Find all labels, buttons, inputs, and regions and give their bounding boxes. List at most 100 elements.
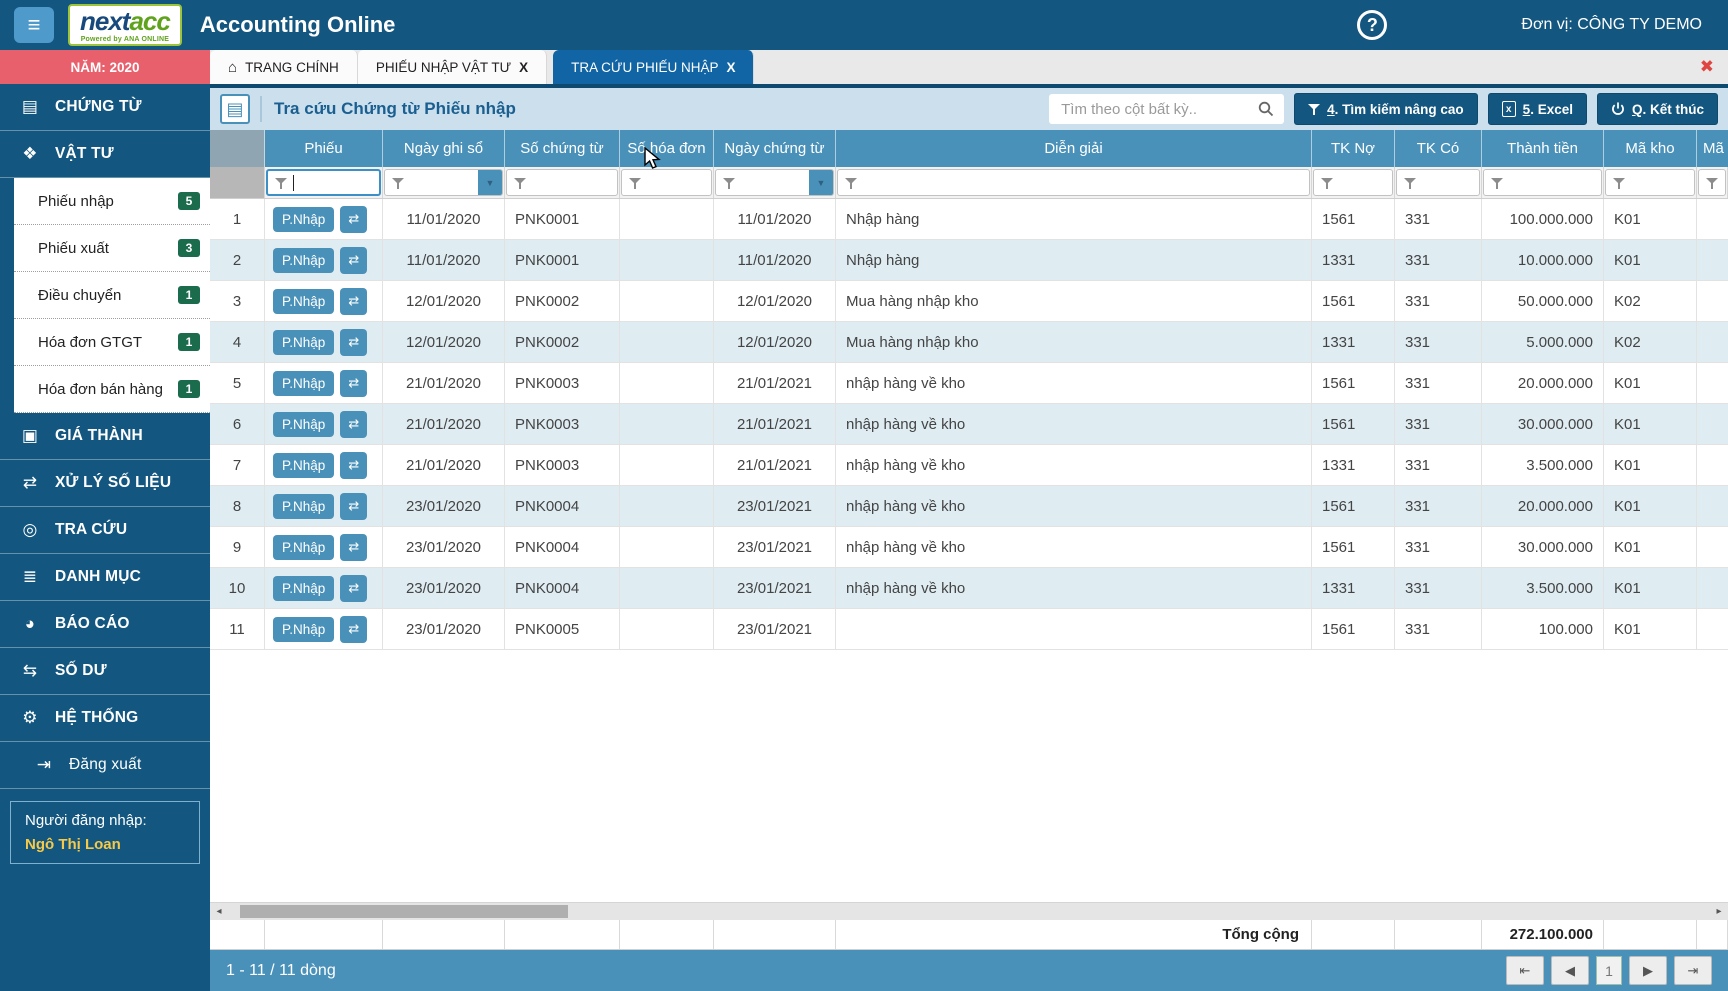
- excel-export-button[interactable]: x 5. Excel: [1487, 93, 1587, 125]
- last-page-button[interactable]: ⇥: [1674, 956, 1712, 985]
- finish-button[interactable]: Q. Kết thúc: [1596, 93, 1718, 125]
- table-row[interactable]: 10 P.Nhập ⇄ 23/01/2020 PNK0004 23/01/202…: [210, 568, 1728, 609]
- col-header-ma-kho[interactable]: Mã kho: [1604, 130, 1697, 167]
- sidebar-item-vat-tu[interactable]: ❖ VẬT TƯ: [0, 131, 210, 178]
- last-page-icon: ⇥: [1687, 962, 1699, 978]
- filter-tk-no[interactable]: [1313, 169, 1393, 196]
- tab-close-icon[interactable]: X: [726, 59, 736, 75]
- menu-button[interactable]: ≡: [14, 7, 54, 43]
- table-row[interactable]: 2 P.Nhập ⇄ 11/01/2020 PNK0001 11/01/2020…: [210, 240, 1728, 281]
- exchange-button[interactable]: ⇄: [340, 533, 368, 561]
- exchange-button[interactable]: ⇄: [340, 574, 368, 602]
- sidebar-item-danh-muc[interactable]: ≣ DANH MỤC: [0, 554, 210, 601]
- col-header-tk-co[interactable]: TK Có: [1395, 130, 1482, 167]
- open-voucher-button[interactable]: P.Nhập: [273, 247, 335, 273]
- open-voucher-button[interactable]: P.Nhập: [273, 575, 335, 601]
- sidebar-item-so-du[interactable]: ⇆ SỐ DƯ: [0, 648, 210, 695]
- filter-so-chung-tu[interactable]: [506, 169, 618, 196]
- table-row[interactable]: 7 P.Nhập ⇄ 21/01/2020 PNK0003 21/01/2021…: [210, 445, 1728, 486]
- table-row[interactable]: 4 P.Nhập ⇄ 12/01/2020 PNK0002 12/01/2020…: [210, 322, 1728, 363]
- scroll-right-icon[interactable]: ▸: [1716, 906, 1722, 917]
- open-voucher-button[interactable]: P.Nhập: [273, 370, 335, 396]
- col-header-so-chung-tu[interactable]: Số chứng từ: [505, 130, 620, 167]
- filter-ngay-ghi-so[interactable]: ▼: [384, 169, 503, 196]
- col-header-so-hoa-don[interactable]: Số hóa đơn: [620, 130, 714, 167]
- filter-phieu[interactable]: [266, 169, 381, 196]
- exchange-button[interactable]: ⇄: [340, 328, 368, 356]
- search-input[interactable]: [1049, 94, 1285, 124]
- sidebar-subitem[interactable]: Phiếu xuất 3: [14, 225, 210, 272]
- sidebar-item-tra-cuu[interactable]: ◎ TRA CỨU: [0, 507, 210, 554]
- exchange-button[interactable]: ⇄: [340, 205, 368, 233]
- table-row[interactable]: 3 P.Nhập ⇄ 12/01/2020 PNK0002 12/01/2020…: [210, 281, 1728, 322]
- exchange-button[interactable]: ⇄: [340, 492, 368, 520]
- tab-close-icon[interactable]: X: [519, 59, 529, 75]
- help-icon[interactable]: ?: [1357, 10, 1388, 40]
- cell-ma-kho: K01: [1604, 199, 1697, 239]
- exchange-button[interactable]: ⇄: [340, 451, 368, 479]
- open-voucher-button[interactable]: P.Nhập: [273, 206, 335, 232]
- table-row[interactable]: 8 P.Nhập ⇄ 23/01/2020 PNK0004 23/01/2021…: [210, 486, 1728, 527]
- sidebar-subitem[interactable]: Hóa đơn GTGT 1: [14, 319, 210, 366]
- sidebar-item-dang-xuat[interactable]: ⇥ Đăng xuất: [0, 742, 210, 789]
- filter-tk-co[interactable]: [1396, 169, 1480, 196]
- filter-dien-giai[interactable]: [837, 169, 1310, 196]
- exchange-button[interactable]: ⇄: [340, 615, 368, 643]
- sidebar-item-bao-cao[interactable]: ◕ BÁO CÁO: [0, 601, 210, 648]
- col-header-dien-giai[interactable]: Diễn giải: [836, 130, 1312, 167]
- filter-so-hoa-don[interactable]: [621, 169, 712, 196]
- table-row[interactable]: 11 P.Nhập ⇄ 23/01/2020 PNK0005 23/01/202…: [210, 609, 1728, 650]
- col-header-thanh-tien[interactable]: Thành tiền: [1482, 130, 1604, 167]
- open-voucher-button[interactable]: P.Nhập: [273, 411, 335, 437]
- date-dropdown-button[interactable]: ▼: [809, 170, 833, 195]
- tab-phieu-nhap-vat-tu[interactable]: PHIẾU NHẬP VẬT TƯ X: [357, 50, 548, 84]
- exchange-button[interactable]: ⇄: [340, 369, 368, 397]
- date-dropdown-button[interactable]: ▼: [478, 170, 502, 195]
- cell-so-hoa-don: [620, 281, 714, 321]
- scroll-left-icon[interactable]: ◂: [216, 906, 222, 917]
- sidebar-item-he-thong[interactable]: ⚙ HỆ THỐNG: [0, 695, 210, 742]
- sidebar-subitem[interactable]: Điều chuyển 1: [14, 272, 210, 319]
- filter-ma[interactable]: [1698, 169, 1726, 196]
- next-page-button[interactable]: ▶: [1629, 956, 1667, 985]
- exchange-button[interactable]: ⇄: [340, 410, 368, 438]
- current-page-indicator[interactable]: 1: [1596, 956, 1622, 985]
- advanced-search-button[interactable]: 4. Tìm kiếm nâng cao: [1294, 93, 1478, 125]
- horizontal-scrollbar[interactable]: ◂ ▸: [210, 902, 1728, 920]
- open-voucher-button[interactable]: P.Nhập: [273, 452, 335, 478]
- button-text: 4. Tìm kiếm nâng cao: [1327, 101, 1464, 117]
- col-header-tk-no[interactable]: TK Nợ: [1312, 130, 1395, 167]
- table-row[interactable]: 1 P.Nhập ⇄ 11/01/2020 PNK0001 11/01/2020…: [210, 199, 1728, 240]
- exchange-button[interactable]: ⇄: [340, 287, 368, 315]
- col-header-ma[interactable]: Mã: [1703, 140, 1724, 157]
- tab-tra-cuu-phieu-nhap[interactable]: TRA CỨU PHIẾU NHẬP X: [553, 50, 755, 84]
- sidebar-item-gia-thanh[interactable]: ▣ GIÁ THÀNH: [0, 413, 210, 460]
- close-workspace-icon[interactable]: ✖: [1699, 57, 1714, 76]
- sidebar-subitem[interactable]: Phiếu nhập 5: [14, 178, 210, 225]
- open-voucher-button[interactable]: P.Nhập: [273, 616, 335, 642]
- scrollbar-thumb[interactable]: [240, 905, 568, 918]
- table-row[interactable]: 6 P.Nhập ⇄ 21/01/2020 PNK0003 21/01/2021…: [210, 404, 1728, 445]
- col-header-phieu[interactable]: Phiếu: [265, 130, 383, 167]
- tab-trang-chinh[interactable]: ⌂ TRANG CHÍNH: [210, 50, 358, 84]
- prev-page-button[interactable]: ◀: [1551, 956, 1589, 985]
- tab-label: PHIẾU NHẬP VẬT TƯ: [375, 59, 512, 75]
- sidebar-item-chung-tu[interactable]: ▤ CHỨNG TỪ: [0, 84, 210, 131]
- first-page-button[interactable]: ⇤: [1506, 956, 1544, 985]
- sidebar-subitem[interactable]: Hóa đơn bán hàng 1: [14, 366, 210, 413]
- filter-thanh-tien[interactable]: [1483, 169, 1602, 196]
- table-row[interactable]: 9 P.Nhập ⇄ 23/01/2020 PNK0004 23/01/2021…: [210, 527, 1728, 568]
- year-tab[interactable]: NĂM: 2020: [0, 50, 210, 84]
- open-voucher-button[interactable]: P.Nhập: [273, 493, 335, 519]
- table-row[interactable]: 5 P.Nhập ⇄ 21/01/2020 PNK0003 21/01/2021…: [210, 363, 1728, 404]
- open-voucher-button[interactable]: P.Nhập: [273, 288, 335, 314]
- col-header-ngay-ghi-so[interactable]: Ngày ghi sổ: [383, 130, 505, 167]
- exchange-button[interactable]: ⇄: [340, 246, 368, 274]
- open-voucher-button[interactable]: P.Nhập: [273, 534, 335, 560]
- filter-ma-kho[interactable]: [1605, 169, 1695, 196]
- filter-ngay-chung-tu[interactable]: ▼: [715, 169, 834, 196]
- cell-so-hoa-don: [620, 486, 714, 526]
- col-header-ngay-chung-tu[interactable]: Ngày chứng từ: [714, 130, 836, 167]
- sidebar-item-xu-ly-so-lieu[interactable]: ⇄ XỬ LÝ SỐ LIỆU: [0, 460, 210, 507]
- open-voucher-button[interactable]: P.Nhập: [273, 329, 335, 355]
